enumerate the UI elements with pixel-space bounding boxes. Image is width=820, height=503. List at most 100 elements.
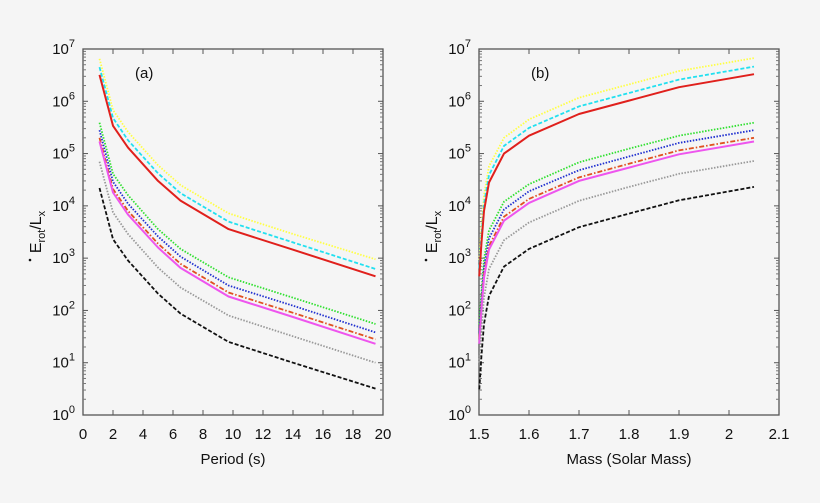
y-tick-exponent: 5 [69, 143, 75, 155]
panel-label: (b) [531, 65, 549, 82]
y-tick-label: 104 [448, 195, 471, 215]
y-tick-exponent: 0 [465, 404, 471, 416]
y-tick-label: 101 [448, 352, 471, 372]
x-tick-label: 0 [79, 426, 87, 443]
x-tick-label: 20 [375, 426, 392, 443]
series-0 [478, 57, 755, 261]
y-tick-label: 100 [448, 404, 471, 424]
series-line [98, 129, 376, 334]
series-8 [478, 186, 755, 390]
x-tick-label: 1.7 [569, 426, 590, 443]
y-axis-label: Erot/Lx [424, 210, 444, 253]
y-tick-label: 102 [52, 299, 75, 319]
y-axis-label: Erot/Lx [28, 210, 48, 253]
plot-frame [478, 48, 780, 416]
x-axis-label: Mass (Solar Mass) [566, 451, 691, 468]
y-axis-label-dot [28, 258, 32, 262]
y-tick-label: 107 [448, 38, 471, 58]
series-8 [98, 187, 376, 390]
y-tick-label: 105 [448, 143, 471, 163]
series-line [98, 122, 376, 325]
series-5 [98, 137, 376, 341]
y-tick-exponent: 6 [69, 90, 75, 102]
series-line [98, 161, 376, 364]
panel-label: (a) [135, 65, 153, 82]
y-tick-label: 106 [448, 90, 471, 110]
series-line [478, 160, 755, 363]
series-2 [98, 74, 376, 278]
y-tick-label: 103 [52, 247, 75, 267]
x-tick-label: 1.5 [469, 426, 490, 443]
series-0 [98, 58, 376, 261]
y-tick-label: 102 [448, 299, 471, 319]
x-tick-label: 10 [225, 426, 242, 443]
series-line [98, 137, 376, 341]
y-tick-exponent: 6 [465, 90, 471, 102]
x-tick-label: 16 [315, 426, 332, 443]
x-tick-label: 2.1 [769, 426, 790, 443]
y-tick-exponent: 7 [465, 38, 471, 50]
y-tick-label: 100 [52, 404, 75, 424]
series-line [98, 187, 376, 390]
series-6 [478, 140, 755, 344]
y-axis-label-dot [424, 258, 428, 262]
y-tick-exponent: 5 [465, 143, 471, 155]
y-tick-label: 101 [52, 352, 75, 372]
y-tick-exponent: 3 [465, 247, 471, 259]
y-tick-label: 106 [52, 90, 75, 110]
y-tick-label: 107 [52, 38, 75, 58]
y-tick-exponent: 1 [69, 352, 75, 364]
series-3 [478, 121, 755, 325]
series-6 [98, 141, 376, 345]
x-tick-label: 12 [255, 426, 272, 443]
x-tick-label: 1.8 [619, 426, 640, 443]
plot-frame [82, 48, 384, 416]
y-axis-label-ylabel_sub2: x [36, 210, 48, 216]
y-tick-exponent: 7 [69, 38, 75, 50]
y-tick-label: 104 [52, 195, 75, 215]
y-tick-exponent: 0 [69, 404, 75, 416]
x-tick-label: 1.6 [519, 426, 540, 443]
x-tick-label: 8 [199, 426, 207, 443]
series-line [98, 58, 376, 261]
series-line [478, 186, 755, 390]
series-line [98, 74, 376, 278]
y-axis-label-ylabel_sep: /L [424, 216, 441, 229]
series-line [478, 73, 755, 277]
series-line [478, 121, 755, 325]
x-tick-label: 6 [169, 426, 177, 443]
y-tick-exponent: 3 [69, 247, 75, 259]
series-line [98, 141, 376, 345]
series-1 [98, 66, 376, 270]
y-tick-exponent: 2 [465, 299, 471, 311]
series-line [478, 140, 755, 344]
y-tick-exponent: 4 [69, 195, 75, 207]
y-axis-label-ylabel_sep: /L [28, 216, 45, 229]
y-axis-label-ylabel_main: E [28, 243, 45, 254]
x-tick-label: 2 [109, 426, 117, 443]
series-line [98, 66, 376, 270]
y-tick-exponent: 4 [465, 195, 471, 207]
series-line [478, 57, 755, 261]
series-3 [98, 122, 376, 325]
x-tick-label: 1.9 [669, 426, 690, 443]
y-axis-label-ylabel_sub2: x [432, 210, 444, 216]
y-axis-label-ylabel_main: E [424, 243, 441, 254]
series-2 [478, 73, 755, 277]
y-axis-label-ylabel_sub: rot [432, 230, 444, 243]
y-tick-label: 105 [52, 143, 75, 163]
series-4 [98, 129, 376, 334]
x-tick-label: 18 [345, 426, 362, 443]
x-tick-label: 4 [139, 426, 147, 443]
y-tick-exponent: 1 [465, 352, 471, 364]
x-tick-label: 14 [285, 426, 302, 443]
y-tick-label: 103 [448, 247, 471, 267]
y-axis-label-ylabel_sub: rot [36, 230, 48, 243]
y-tick-exponent: 2 [69, 299, 75, 311]
series-7 [478, 160, 755, 363]
x-axis-label: Period (s) [200, 451, 265, 468]
series-7 [98, 161, 376, 364]
